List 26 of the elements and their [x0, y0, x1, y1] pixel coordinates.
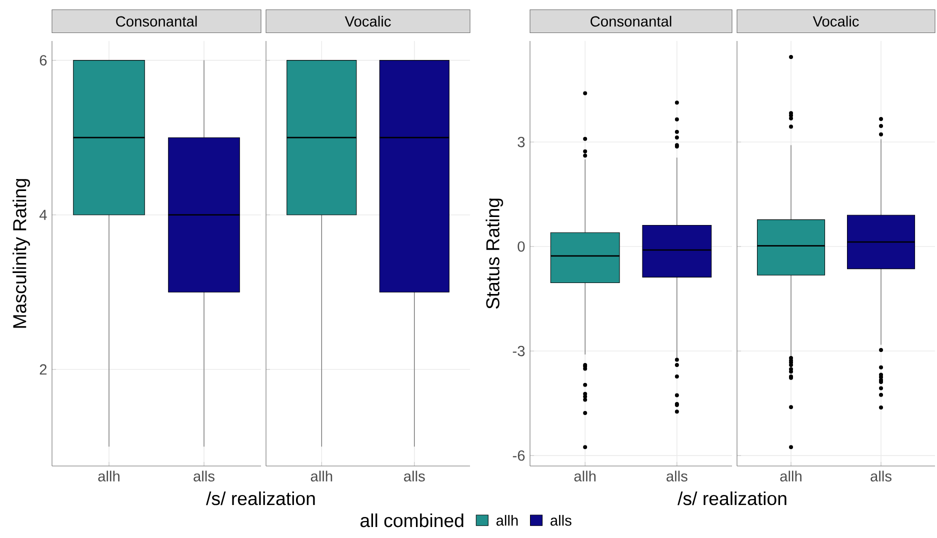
x-tick-label: allh	[780, 470, 802, 482]
chart-title: Vocalic	[812, 16, 859, 27]
x-tick-label: allh	[574, 470, 596, 482]
chart-title: Consonantal	[116, 16, 197, 27]
x-tick-label: allh	[310, 470, 332, 482]
chart-title: Vocalic	[344, 16, 391, 27]
x-tick-label: alls	[404, 470, 425, 482]
x-axis-title: /s/ realization	[206, 491, 315, 506]
y-tick-label: 6	[40, 55, 47, 66]
y-tick-label: 3	[518, 136, 525, 148]
y-tick-label: -3	[512, 346, 525, 356]
y-axis-title: Masculinity Rating	[12, 179, 30, 328]
legend-label: allh	[496, 514, 518, 526]
y-tick-label: 2	[40, 364, 47, 375]
y-axis-title: Status Rating	[486, 198, 504, 309]
y-tick-label: 4	[39, 210, 47, 220]
legend-label: alls	[550, 514, 572, 526]
x-axis-title: /s/ realization	[678, 491, 786, 506]
x-tick-label: alls	[666, 470, 688, 482]
x-tick-label: allh	[98, 470, 120, 482]
x-tick-label: alls	[194, 470, 214, 482]
x-tick-label: alls	[870, 470, 892, 482]
chart-title: Consonantal	[590, 16, 672, 27]
y-tick-label: -6	[512, 450, 525, 461]
legend-title: all combined	[360, 513, 464, 528]
y-tick-label: 0	[518, 241, 525, 252]
